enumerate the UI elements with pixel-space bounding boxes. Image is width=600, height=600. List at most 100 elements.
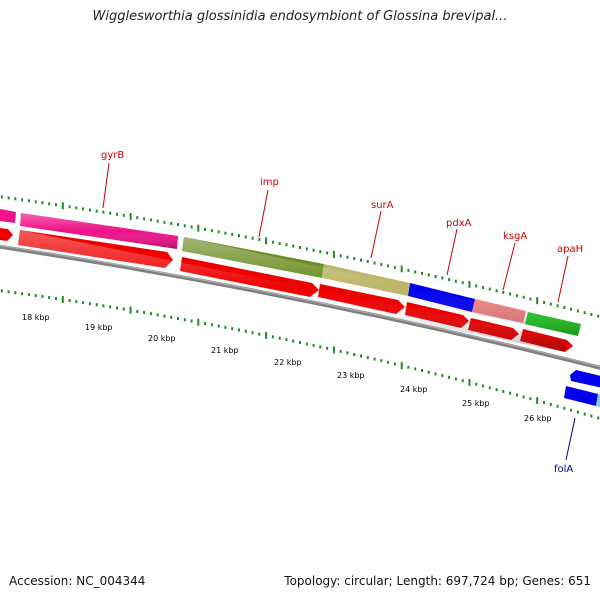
lower-tick xyxy=(27,293,30,297)
lower-tick xyxy=(48,296,51,299)
upper-tick xyxy=(536,297,539,305)
lower-tick xyxy=(95,303,98,307)
upper-tick xyxy=(177,223,179,227)
upper-tick xyxy=(407,268,410,272)
upper-tick xyxy=(461,281,464,285)
lower-tick xyxy=(563,406,566,410)
upper-tick xyxy=(170,221,173,225)
upper-tick xyxy=(34,200,37,204)
lower-tick xyxy=(55,297,57,300)
gene-label-pdxA: pdxA xyxy=(446,218,472,229)
upper-tick xyxy=(122,213,125,217)
cds-ring-shading xyxy=(18,230,567,352)
feature-bar-cog-skyblue xyxy=(596,394,600,408)
lower-tick xyxy=(177,317,179,320)
lower-tick xyxy=(299,341,301,344)
lower-tick xyxy=(380,359,383,363)
feature-bar-folA-reverse xyxy=(570,370,600,388)
lower-tick xyxy=(556,404,559,408)
upper-tick xyxy=(380,262,383,266)
lower-tick xyxy=(522,395,525,399)
lower-tick xyxy=(414,367,417,371)
upper-tick xyxy=(149,218,152,222)
upper-tick xyxy=(265,237,268,245)
lower-tick xyxy=(346,351,349,355)
kbp-label-25: 25 kbp xyxy=(462,399,490,408)
feature-bar-leftmost xyxy=(0,209,16,223)
upper-tick xyxy=(95,209,98,213)
lower-tick xyxy=(210,323,213,327)
lower-tick xyxy=(122,307,125,311)
upper-tick xyxy=(292,244,295,248)
upper-tick xyxy=(163,220,166,224)
lower-tick xyxy=(319,345,322,349)
lower-tick xyxy=(265,331,268,339)
upper-tick xyxy=(522,295,525,299)
leader-folA xyxy=(565,417,576,461)
tick-row-lower xyxy=(0,289,600,420)
lower-tick xyxy=(41,295,44,298)
upper-tick xyxy=(210,229,213,233)
kbp-label-18: 18 kbp xyxy=(22,313,50,322)
upper-tick xyxy=(387,264,390,268)
leader-ksgA xyxy=(502,242,516,291)
upper-tick xyxy=(319,250,322,254)
lower-tick xyxy=(258,332,261,336)
lower-tick xyxy=(576,410,579,414)
kbp-labels: 18 kbp 19 kbp 20 kbp 21 kbp 22 kbp 23 kb… xyxy=(22,313,552,423)
map-title: Wigglesworthia glossinidia endosymbiont … xyxy=(92,9,508,24)
lower-tick xyxy=(88,302,91,306)
upper-tick xyxy=(136,216,139,220)
upper-tick xyxy=(129,213,132,220)
lower-tick xyxy=(488,386,491,390)
upper-tick xyxy=(597,314,600,318)
upper-tick xyxy=(21,198,24,202)
lower-tick xyxy=(109,305,112,309)
lower-tick xyxy=(590,414,593,418)
kbp-label-22: 22 kbp xyxy=(274,358,302,367)
lower-tick xyxy=(190,319,193,323)
upper-tick xyxy=(326,251,329,255)
lower-tick xyxy=(292,339,295,343)
upper-tick xyxy=(482,286,484,289)
lower-tick xyxy=(75,300,78,304)
lower-tick xyxy=(0,289,3,293)
lower-tick xyxy=(312,343,315,347)
gene-label-surA: surA xyxy=(371,200,394,211)
lower-tick xyxy=(373,357,376,361)
lower-tick xyxy=(7,290,10,294)
lower-tick xyxy=(529,397,532,401)
gene-label-gyrB: gyrB xyxy=(101,150,124,161)
upper-tick xyxy=(278,242,281,245)
upper-tick xyxy=(346,255,349,259)
lower-tick xyxy=(21,292,24,296)
lower-tick xyxy=(393,362,396,366)
gene-leaders xyxy=(102,162,576,461)
upper-tick xyxy=(48,202,51,206)
lower-tick xyxy=(170,315,173,319)
feature-bar-cog-blue xyxy=(564,386,598,406)
lower-tick xyxy=(461,379,464,383)
leader-pdxA xyxy=(446,228,458,276)
upper-tick xyxy=(434,275,437,278)
kbp-label-23: 23 kbp xyxy=(337,371,365,380)
lower-tick xyxy=(34,294,37,298)
lower-tick xyxy=(332,346,335,354)
lower-tick xyxy=(143,311,146,314)
upper-tick xyxy=(55,203,57,207)
lower-tick xyxy=(400,362,403,370)
lower-tick xyxy=(326,346,329,350)
upper-tick xyxy=(61,202,64,210)
upper-tick xyxy=(204,227,207,231)
upper-tick xyxy=(468,280,471,288)
lower-tick xyxy=(82,301,85,305)
upper-tick xyxy=(312,248,315,252)
gene-label-apaH: apaH xyxy=(557,244,583,255)
upper-tick xyxy=(502,290,505,294)
upper-tick xyxy=(360,258,362,262)
upper-tick xyxy=(529,297,532,301)
lower-tick xyxy=(278,336,281,340)
upper-tick xyxy=(353,257,356,261)
upper-tick xyxy=(366,260,369,263)
lower-tick xyxy=(305,342,308,346)
